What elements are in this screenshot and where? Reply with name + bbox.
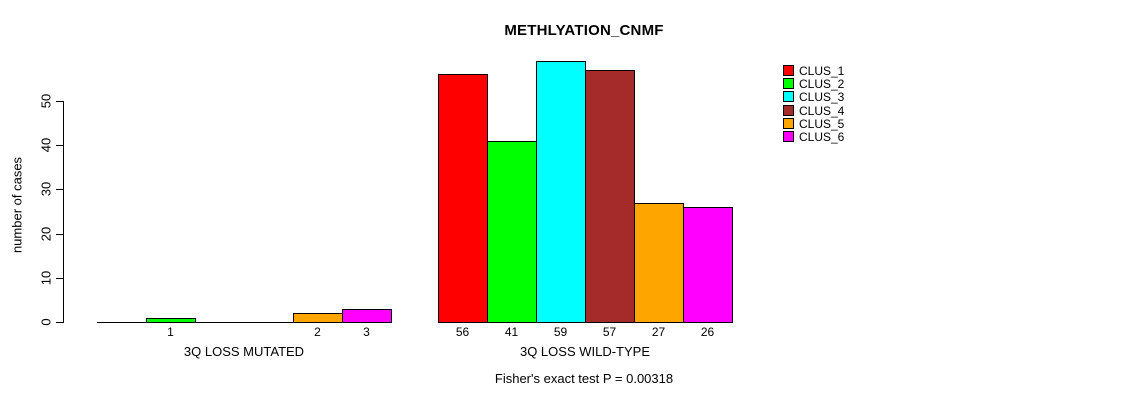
legend-swatch-clus_6 — [783, 131, 794, 142]
bar-value-label: 56 — [455, 325, 470, 339]
legend-swatch-clus_4 — [783, 105, 794, 116]
y-tick-label: 40 — [38, 137, 54, 153]
x-group-label-wild-type: 3Q LOSS WILD-TYPE — [519, 344, 651, 359]
legend-swatch-clus_3 — [783, 91, 794, 102]
legend-label-clus_5: CLUS_5 — [799, 117, 845, 131]
y-axis-line — [63, 101, 64, 323]
bar-value-label: 3 — [363, 325, 370, 339]
y-tick-mark — [56, 145, 63, 146]
bar-value-label: 41 — [504, 325, 519, 339]
legend-swatch-clus_5 — [783, 118, 794, 129]
bar-clus_6 — [683, 207, 733, 323]
legend-swatch-clus_2 — [783, 78, 794, 89]
chart-title: METHLYATION_CNMF — [504, 22, 664, 39]
bar-clus_5 — [293, 313, 343, 323]
y-tick-mark — [56, 189, 63, 190]
y-tick-mark — [56, 234, 63, 235]
bar-clus_1 — [438, 74, 488, 323]
fisher-test-caption: Fisher's exact test P = 0.00318 — [494, 371, 674, 386]
bar-value-label: 59 — [553, 325, 568, 339]
legend-swatch-clus_1 — [783, 65, 794, 76]
y-tick-mark — [56, 278, 63, 279]
y-tick-label: 0 — [38, 318, 54, 326]
bar-clus_3 — [536, 61, 586, 323]
x-group-label-mutated: 3Q LOSS MUTATED — [183, 344, 305, 359]
bar-value-label: 57 — [602, 325, 617, 339]
y-tick-mark — [56, 101, 63, 102]
bar-value-label: 1 — [167, 325, 174, 339]
legend-label-clus_1: CLUS_1 — [799, 64, 845, 78]
legend-label-clus_4: CLUS_4 — [799, 104, 845, 118]
legend-label-clus_3: CLUS_3 — [799, 90, 845, 104]
bar-value-label: 2 — [314, 325, 321, 339]
y-tick-label: 20 — [38, 226, 54, 242]
legend-label-clus_2: CLUS_2 — [799, 77, 845, 91]
y-tick-label: 50 — [38, 93, 54, 109]
group-baseline — [97, 322, 391, 323]
bar-clus_6 — [342, 309, 392, 323]
bar-clus_4 — [585, 70, 635, 323]
y-tick-mark — [56, 322, 63, 323]
y-tick-label: 10 — [38, 270, 54, 286]
y-axis-title: number of cases — [9, 156, 25, 254]
y-tick-label: 30 — [38, 181, 54, 197]
bar-clus_2 — [487, 141, 537, 323]
bar-value-label: 26 — [700, 325, 715, 339]
bar-clus_2 — [146, 318, 196, 323]
bar-clus_5 — [634, 203, 684, 323]
bar-value-label: 27 — [651, 325, 666, 339]
legend-label-clus_6: CLUS_6 — [799, 130, 845, 144]
